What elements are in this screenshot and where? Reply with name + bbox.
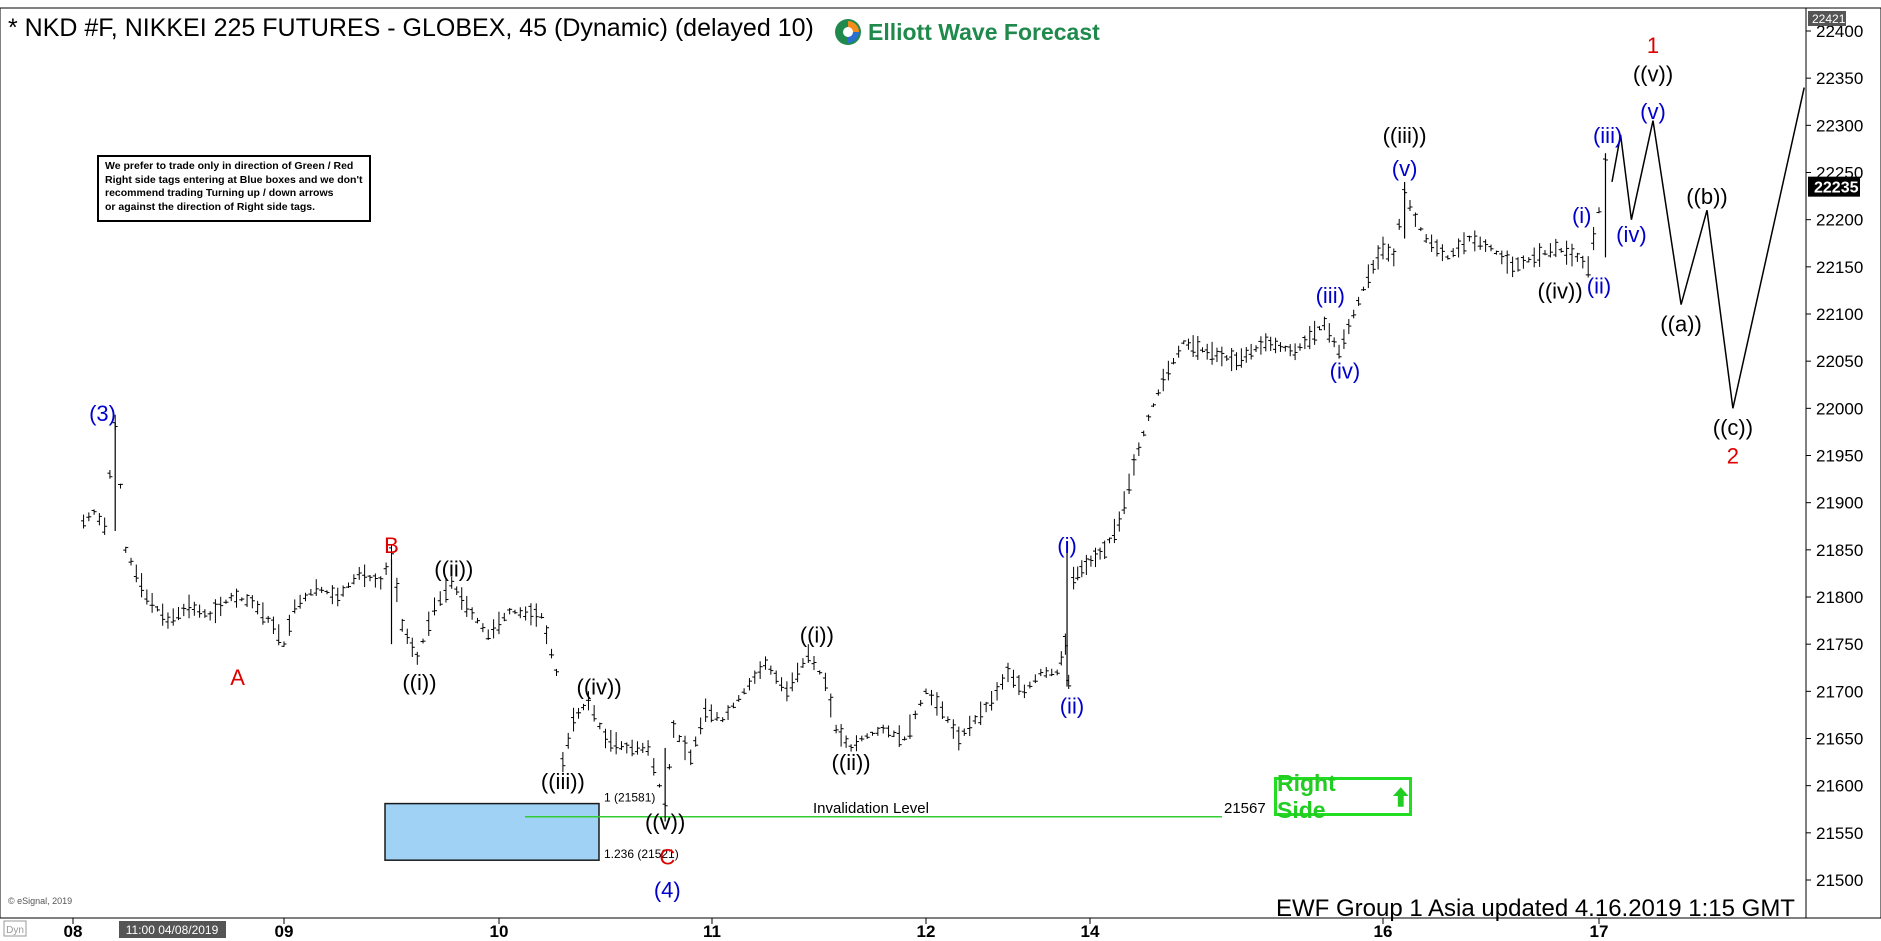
invalidation-level: Invalidation Level 21567 <box>525 800 1266 818</box>
projection-path <box>1611 87 1805 409</box>
price-tick-label: 21800 <box>1816 588 1863 607</box>
disclaimer-line: or against the direction of Right side t… <box>105 200 316 213</box>
price-tick-label: 22200 <box>1816 211 1863 230</box>
wave-label: ((v)) <box>1633 61 1673 86</box>
wave-labels: (3) A B ((i)) ((ii)) ((iii)) ((iv)) ((v)) C (4) ((… <box>89 33 1753 902</box>
wave-label: ((v)) <box>645 810 685 835</box>
wave-label: (iv) <box>1616 222 1647 247</box>
price-tick-label: 21900 <box>1816 494 1863 513</box>
wave-label: ((c)) <box>1713 415 1753 440</box>
time-axis: 08 09 10 11 12 14 16 17 11:00 04/08/2019 Dyn <box>0 917 1806 941</box>
wave-label: ((i)) <box>800 623 834 648</box>
right-side-tag: Right Side <box>1274 770 1412 823</box>
wave-label: C <box>659 844 675 869</box>
wave-label: (i) <box>1057 533 1077 558</box>
price-tick-label: 22100 <box>1816 305 1863 324</box>
invalidation-label: Invalidation Level <box>813 800 929 817</box>
logo-text: Elliott Wave Forecast <box>868 18 1100 45</box>
price-tick-label: 21600 <box>1816 777 1863 796</box>
time-tick-label: 12 <box>917 922 936 941</box>
price-tick-label: 21850 <box>1816 541 1863 560</box>
wave-label: (v) <box>1392 156 1418 181</box>
price-tick-label: 21750 <box>1816 635 1863 654</box>
blue-box: 1 (21581) 1.236 (21521) <box>384 791 679 861</box>
wave-label: (iii) <box>1593 123 1622 148</box>
price-tick-label: 21500 <box>1816 871 1863 890</box>
price-axis: 21500 21550 21600 21650 21700 21750 21800 21850… <box>0 7 1881 919</box>
wave-label: 2 <box>1727 444 1739 469</box>
wave-label: ((iii)) <box>541 769 585 794</box>
dyn-label: Dyn <box>6 925 24 936</box>
cursor-time-box <box>119 921 226 938</box>
time-tick-label: 11 <box>703 922 721 941</box>
price-tick-label: 22000 <box>1816 399 1863 418</box>
last-price-label: 22235 <box>1814 180 1859 197</box>
wave-label: ((iv)) <box>1538 278 1583 303</box>
dyn-box <box>3 920 27 937</box>
price-tick-label: 22300 <box>1816 116 1863 135</box>
wave-label: (iv) <box>1330 359 1361 384</box>
time-tick-label: 16 <box>1374 922 1393 941</box>
wave-label: (3) <box>89 401 116 426</box>
logo: Elliott Wave Forecast <box>834 18 1100 46</box>
wave-label: 1 <box>1647 33 1659 58</box>
blue-box-top-label: 1 (21581) <box>604 791 655 805</box>
time-tick-label: 14 <box>1081 922 1100 941</box>
price-tick-label: 21950 <box>1816 447 1863 466</box>
disclaimer-line: We prefer to trade only in direction of … <box>105 160 354 172</box>
time-tick-label: 10 <box>490 922 509 941</box>
wave-label: ((i)) <box>402 670 436 695</box>
wave-label: ((ii)) <box>434 557 473 582</box>
invalidation-value: 21567 <box>1224 800 1266 817</box>
price-bars <box>81 153 1608 822</box>
wave-label: (4) <box>654 877 681 902</box>
wave-label: ((b)) <box>1686 184 1728 209</box>
last-price-marker: 22235 <box>1808 176 1860 197</box>
time-tick-label: 17 <box>1590 922 1609 941</box>
wave-label: (v) <box>1640 99 1666 124</box>
time-tick-label: 09 <box>275 922 294 941</box>
wave-label: ((iii)) <box>1383 123 1427 148</box>
price-tick-label: 21650 <box>1816 730 1863 749</box>
wave-label: ((iv)) <box>577 675 622 700</box>
blue-box-bottom-label: 1.236 (21521) <box>604 847 679 861</box>
arrow-up-icon <box>1392 786 1409 807</box>
wave-label: ((ii)) <box>832 750 871 775</box>
wave-label: B <box>384 533 399 558</box>
price-top-box <box>1808 11 1846 26</box>
price-tick-label: 22350 <box>1816 69 1863 88</box>
time-tick-label: 08 <box>64 922 83 941</box>
blue-box-rect <box>384 802 600 861</box>
wave-label: (ii) <box>1060 693 1084 718</box>
wave-label: (i) <box>1572 203 1592 228</box>
price-tick-label: 22400 <box>1816 22 1863 41</box>
price-top-label: 22421 <box>1812 12 1846 26</box>
right-side-label: Right Side <box>1277 769 1336 823</box>
ewf-logo-icon <box>835 19 861 45</box>
last-price-box <box>1808 176 1860 197</box>
price-tick-label: 21700 <box>1816 682 1863 701</box>
price-tick-label: 21550 <box>1816 824 1863 843</box>
disclaimer-box: We prefer to trade only in direction of … <box>97 155 371 222</box>
wave-label: ((a)) <box>1660 311 1702 336</box>
wave-label: (iii) <box>1316 283 1345 308</box>
price-tick-label: 22150 <box>1816 258 1863 277</box>
disclaimer-line: recommend trading Turning up / down arro… <box>105 187 334 199</box>
cursor-time-label: 11:00 04/08/2019 <box>126 923 219 937</box>
footer-update-text: EWF Group 1 Asia updated 4.16.2019 1:15 … <box>1276 895 1795 922</box>
projection-line <box>1611 87 1805 409</box>
esignal-copyright: © eSignal, 2019 <box>8 896 73 906</box>
wave-label: (ii) <box>1587 274 1611 299</box>
disclaimer-line: Right side tags entering at Blue boxes a… <box>105 173 363 186</box>
price-tick-label: 22050 <box>1816 352 1863 371</box>
chart-title: * NKD #F, NIKKEI 225 FUTURES - GLOBEX, 4… <box>8 14 814 42</box>
wave-label: A <box>230 665 245 690</box>
